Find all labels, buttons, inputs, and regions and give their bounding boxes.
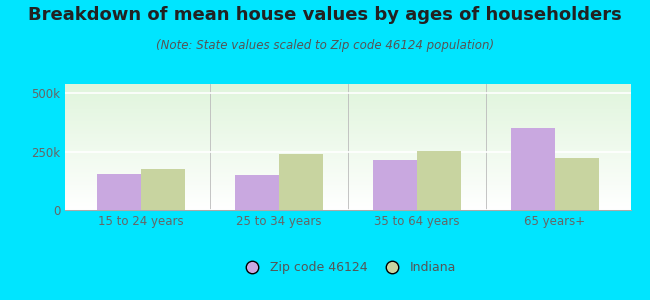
Bar: [372, 160, 417, 210]
Bar: [510, 128, 554, 210]
Text: (Note: State values scaled to Zip code 46124 population): (Note: State values scaled to Zip code 4…: [156, 39, 494, 52]
Bar: [417, 151, 461, 210]
Bar: [554, 158, 599, 210]
Bar: [279, 154, 323, 210]
Bar: [97, 174, 141, 210]
Legend: Zip code 46124, Indiana: Zip code 46124, Indiana: [235, 256, 461, 279]
Bar: [235, 175, 279, 210]
Text: Breakdown of mean house values by ages of householders: Breakdown of mean house values by ages o…: [28, 6, 622, 24]
Bar: [141, 169, 185, 210]
